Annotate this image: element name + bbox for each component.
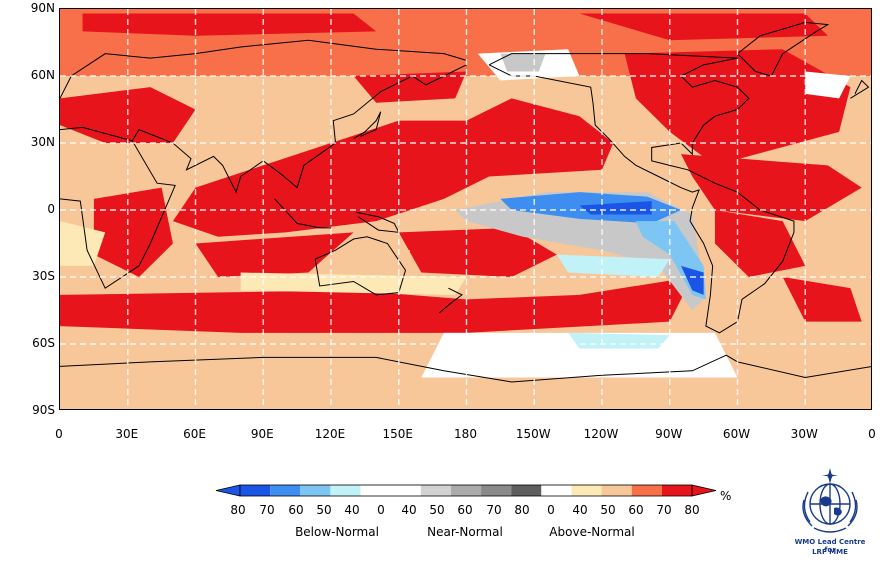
longitude-label: 120E <box>314 427 346 441</box>
longitude-label: 30W <box>790 427 818 441</box>
south-pacific-red-region <box>398 227 557 277</box>
colorbar-tick-label: 80 <box>230 503 246 517</box>
colorbar-tick-label: 0 <box>547 503 555 517</box>
colorbar-swatch <box>270 485 301 496</box>
north-pacific-red-region <box>353 71 467 103</box>
latitude-label: 60S <box>32 336 55 350</box>
colorbar-swatch <box>360 485 391 496</box>
australia-coastline <box>314 236 407 296</box>
longitude-label: 120W <box>583 427 619 441</box>
southern-ocean-below-region <box>568 332 670 349</box>
africa-coastline <box>60 126 176 289</box>
british-isles-coastline <box>850 79 870 99</box>
eurasia-north-coastline <box>60 39 467 99</box>
canada-arctic-red-region <box>579 13 828 41</box>
japan-coastline <box>353 111 382 139</box>
latitude-label: 30N <box>30 135 55 149</box>
colorbar-tick-label: 60 <box>457 503 473 517</box>
arctic-red-region <box>82 13 377 36</box>
latitude-label: 60N <box>30 68 55 82</box>
colorbar-tick-label: 0 <box>377 503 385 517</box>
colorbar-swatch <box>330 485 361 496</box>
longitude-label: 30E <box>115 427 139 441</box>
colorbar-swatch <box>601 485 632 496</box>
colorbar-swatch <box>240 485 271 496</box>
caribbean-red-region <box>681 154 862 222</box>
logo-text-line1: WMO Lead Centre for <box>794 538 866 554</box>
wmo-emblem-icon <box>802 468 858 533</box>
latitude-label: 30S <box>32 269 55 283</box>
south-atlantic-red-region <box>782 277 862 322</box>
colorbar-swatch <box>541 485 572 496</box>
colorbar-tick-label: 40 <box>401 503 417 517</box>
indian-ocean-red-region <box>195 232 354 277</box>
new-zealand-coastline <box>439 287 463 314</box>
colorbar-tick-label: 40 <box>572 503 588 517</box>
colorbar-swatch <box>571 485 602 496</box>
sw-africa-light-region <box>60 221 106 266</box>
colorbar-border <box>239 484 693 497</box>
colorbar-tick-label: 70 <box>259 503 275 517</box>
latitude-label: 0 <box>47 202 55 216</box>
longitude-label: 90W <box>655 427 683 441</box>
colorbar-category-label: Below-Normal <box>295 525 379 539</box>
colorbar-swatch <box>300 485 331 496</box>
asia-south-east-coastline <box>131 64 467 194</box>
colorbar-swatch <box>661 485 692 496</box>
south-indian-light-band <box>240 272 467 295</box>
longitude-label: 60E <box>183 427 206 441</box>
map-panel <box>59 8 872 410</box>
indonesia-coastline <box>274 198 331 229</box>
colorbar-tick-label: 50 <box>600 503 616 517</box>
colorbar-tick-label: 70 <box>656 503 672 517</box>
longitude-label: 90E <box>250 427 274 441</box>
indo-pacific-red-region <box>172 98 614 237</box>
colorbar-category-label: Near-Normal <box>427 525 503 539</box>
colorbar-tick-label: 60 <box>628 503 644 517</box>
latitude-label: 90S <box>32 403 55 417</box>
colorbar-tick-label: 80 <box>684 503 700 517</box>
colorbar-swatch <box>390 485 421 496</box>
colorbar-swatch <box>450 485 482 496</box>
colorbar-tick-label: 70 <box>486 503 502 517</box>
colorbar-tick-label: 40 <box>344 503 360 517</box>
logo-text-line2: LRF MME <box>812 548 848 556</box>
colorbar-tick-label: 60 <box>288 503 304 517</box>
colorbar-swatch <box>481 485 512 496</box>
colorbar-tick-label: 50 <box>429 503 445 517</box>
latitude-label: 90N <box>30 1 55 15</box>
longitude-label: 150W <box>515 427 551 441</box>
colorbar-tick-label: 80 <box>514 503 530 517</box>
colorbar-swatch <box>511 485 542 496</box>
north-atlantic-white-region <box>805 71 851 99</box>
longitude-label: 180 <box>454 427 477 441</box>
longitude-label: 0 <box>868 427 876 441</box>
colorbar-category-label: Above-Normal <box>549 525 635 539</box>
wmo-logo: WMO Lead Centre for LRF MME <box>790 462 870 572</box>
europe-red-region <box>60 87 196 143</box>
new-guinea-coastline <box>355 211 400 233</box>
southern-ocean-red-region <box>60 277 693 333</box>
colorbar-swatch <box>631 485 662 496</box>
south-pacific-below-region <box>556 254 670 277</box>
colorbar-swatch <box>420 485 451 496</box>
chile-strong-below-region <box>681 265 704 295</box>
colorbar-min-arrow <box>215 484 241 497</box>
antarctica-coastline <box>60 354 871 383</box>
americas-coastline <box>488 53 795 334</box>
longitude-label: 0 <box>55 427 63 441</box>
colorbar-tick-label: 50 <box>316 503 332 517</box>
north-america-red-region <box>624 49 851 166</box>
bering-near-region <box>500 53 546 72</box>
longitude-label: 150E <box>382 427 414 441</box>
colorbar-max-arrow <box>691 484 717 497</box>
unit-label: % <box>720 489 732 503</box>
probability-map <box>60 9 871 409</box>
equatorial-strong-below-region <box>579 201 652 215</box>
longitude-label: 60W <box>722 427 751 441</box>
